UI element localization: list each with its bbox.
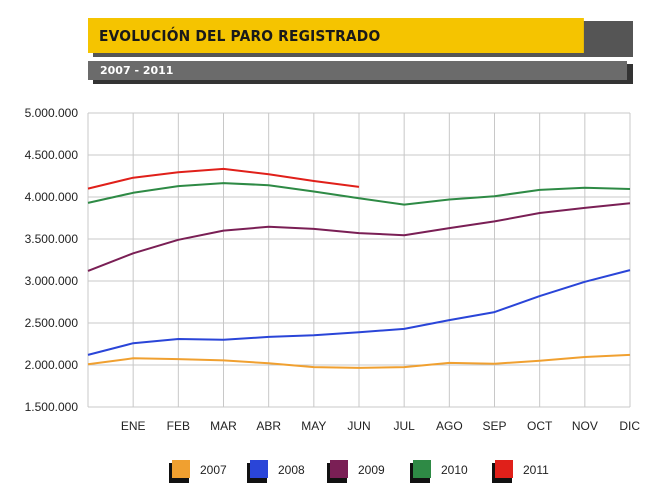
- x-axis-ticks: ENE FEB MAR ABR MAY JUN JUL AGO SEP OCT NOV DIC: [121, 419, 641, 433]
- legend-swatch-2011: [495, 460, 513, 478]
- legend-swatch-2010: [413, 460, 431, 478]
- x-tick-label: OCT: [527, 419, 553, 433]
- y-tick-label: 5.000.000: [25, 106, 79, 120]
- y-tick-label: 1.500.000: [25, 400, 79, 414]
- series-line-2008: [87, 269, 631, 356]
- legend-label-2007: 2007: [200, 463, 227, 477]
- legend-swatch-2008: [250, 460, 268, 478]
- y-tick-label: 2.000.000: [25, 358, 79, 372]
- legend-swatch-2009: [330, 460, 348, 478]
- series-line-2007: [87, 353, 631, 369]
- series-line-2010: [87, 182, 631, 206]
- series-line-2011: [87, 167, 360, 190]
- x-tick-label: JUL: [393, 419, 415, 433]
- x-tick-label: MAY: [301, 419, 326, 433]
- x-tick-label: ENE: [121, 419, 146, 433]
- y-tick-label: 3.000.000: [25, 274, 79, 288]
- chart-subtitle: 2007 - 2011: [88, 61, 627, 80]
- y-axis-ticks: 1.500.000 2.000.000 2.500.000 3.000.000 3.50…: [25, 106, 79, 414]
- x-tick-label: AGO: [436, 419, 463, 433]
- legend-label-2009: 2009: [358, 463, 385, 477]
- x-tick-label: NOV: [572, 419, 598, 433]
- y-tick-label: 3.500.000: [25, 232, 79, 246]
- x-tick-label: SEP: [482, 419, 506, 433]
- x-tick-label: MAR: [210, 419, 237, 433]
- x-tick-label: FEB: [167, 419, 190, 433]
- grid: [87, 112, 631, 408]
- legend-swatch-2007: [172, 460, 190, 478]
- legend-label-2010: 2010: [441, 463, 468, 477]
- y-tick-label: 4.500.000: [25, 148, 79, 162]
- y-tick-label: 2.500.000: [25, 316, 79, 330]
- x-tick-label: DIC: [619, 419, 640, 433]
- legend: 2007 2008 2009 2010 2011: [169, 460, 549, 483]
- legend-label-2008: 2008: [278, 463, 305, 477]
- y-tick-label: 4.000.000: [25, 190, 79, 204]
- x-tick-label: ABR: [256, 419, 281, 433]
- series-line-2009: [87, 202, 631, 272]
- legend-label-2011: 2011: [523, 463, 549, 477]
- chart-title: EVOLUCIÓN DEL PARO REGISTRADO: [88, 18, 584, 53]
- x-tick-label: JUN: [347, 419, 370, 433]
- series-lines: [87, 167, 631, 369]
